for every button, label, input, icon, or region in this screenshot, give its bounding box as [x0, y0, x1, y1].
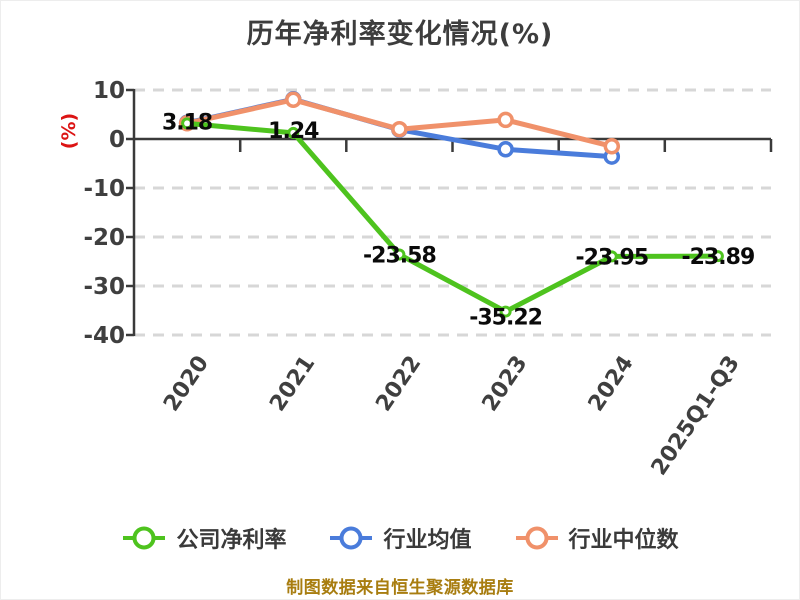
- company-net-margin-point-marker: [181, 117, 194, 130]
- company-net-margin-data-label: 3.18: [162, 110, 212, 135]
- y-tick-label: -30: [83, 274, 125, 300]
- company-net-margin-data-label: 1.24: [268, 119, 319, 144]
- data-source-note: 制图数据来自恒生聚源数据库: [286, 578, 514, 598]
- legend-label-company-net-margin: 公司净利率: [176, 528, 287, 553]
- industry-median-point-marker: [285, 91, 302, 109]
- x-tick-label: 2023: [478, 351, 533, 416]
- legend-item-industry-average[interactable]: 行业均值: [328, 522, 472, 554]
- industry-median-point-marker: [391, 120, 408, 138]
- industry-median-point-marker: [497, 111, 514, 129]
- company-net-margin-data-label: -23.89: [682, 245, 755, 270]
- company-net-margin-point-marker: [605, 250, 618, 263]
- line-circle-marker-icon: [330, 526, 373, 550]
- y-tick-label: -20: [83, 225, 125, 251]
- company-net-margin-point-marker: [711, 250, 724, 263]
- line-circle-marker-icon: [123, 526, 166, 550]
- chart-legend: 公司净利率 行业均值 行业中位数: [1, 519, 799, 557]
- y-axis-unit-label: (%): [58, 113, 80, 149]
- company-net-margin-point-marker: [499, 305, 512, 318]
- legend-item-company-net-margin[interactable]: 公司净利率: [121, 522, 286, 554]
- legend-label-industry-median: 行业中位数: [568, 528, 679, 553]
- company-net-margin-point-marker: [287, 126, 300, 139]
- x-tick-label: 2024: [584, 351, 639, 416]
- company-net-margin-data-label: -23.58: [363, 244, 436, 269]
- company-net-margin-line: [184, 120, 721, 315]
- y-tick-label: 0: [109, 127, 125, 153]
- x-tick-label: 2020: [159, 351, 214, 416]
- x-tick-label: 2021: [265, 351, 320, 416]
- legend-item-industry-median[interactable]: 行业中位数: [514, 522, 679, 554]
- company-net-margin-data-label: -35.22: [469, 306, 542, 331]
- company-net-margin-data-label: -23.95: [575, 245, 648, 270]
- industry-median-point-marker: [603, 138, 621, 155]
- x-tick-label: 2025Q1-Q3: [647, 351, 745, 480]
- y-tick-label: -40: [83, 323, 125, 349]
- line-circle-marker-icon: [515, 526, 558, 550]
- company-net-margin-point-marker: [393, 248, 406, 261]
- x-tick-label: 2022: [371, 351, 426, 416]
- legend-label-industry-average: 行业均值: [383, 528, 472, 553]
- chart-title: 历年净利率变化情况(%): [246, 19, 554, 50]
- y-tick-label: -10: [83, 176, 125, 202]
- y-tick-label: 10: [93, 78, 125, 104]
- industry-average-point-marker: [497, 141, 514, 158]
